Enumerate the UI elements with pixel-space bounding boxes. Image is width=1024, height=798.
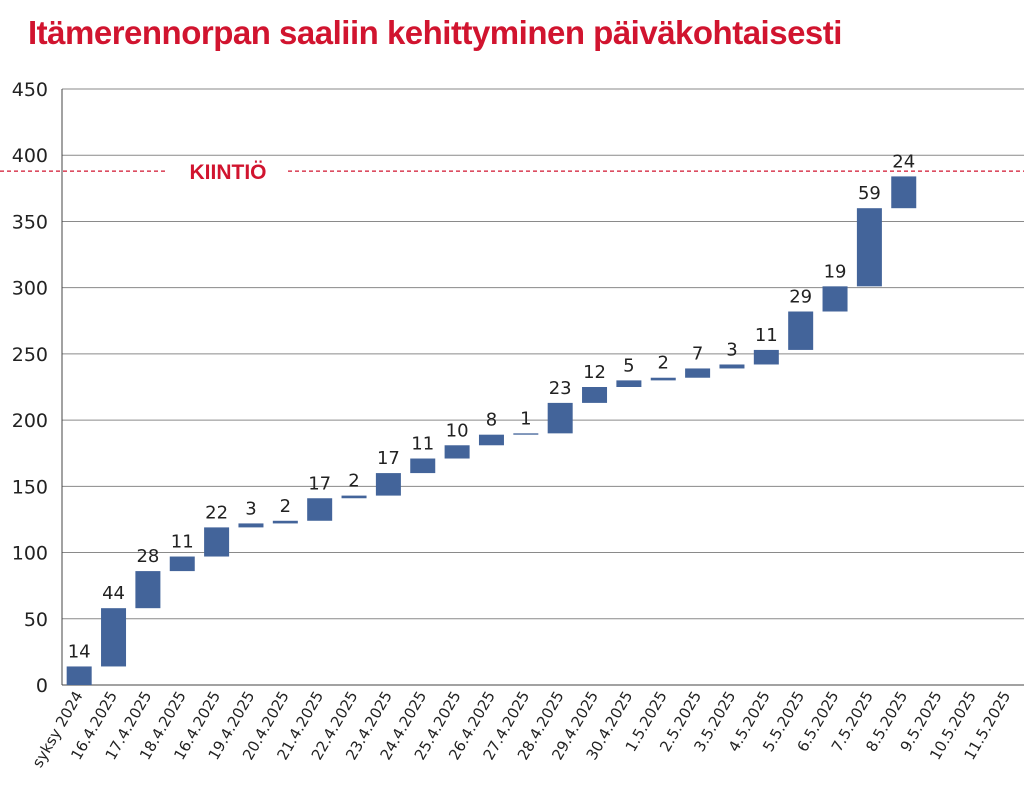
waterfall-bar <box>616 380 642 387</box>
y-tick-label: 350 <box>12 211 48 233</box>
waterfall-bar <box>410 458 436 474</box>
waterfall-bar <box>307 498 333 521</box>
waterfall-bar <box>341 495 367 499</box>
waterfall-bar <box>547 402 573 434</box>
data-label: 24 <box>892 151 915 172</box>
data-label: 44 <box>102 583 125 604</box>
y-tick-label: 200 <box>12 410 48 432</box>
axes: 0 50 100 150 200 250 300 350 400 450 <box>12 79 1024 697</box>
quota-line-group: KIINTIÖ <box>0 161 1024 184</box>
data-label: 22 <box>205 502 228 523</box>
waterfall-bar <box>856 208 882 287</box>
data-label: 14 <box>68 641 91 662</box>
data-label: 3 <box>726 339 737 360</box>
quota-label: KIINTIÖ <box>190 161 267 184</box>
y-tick-label: 0 <box>36 675 48 697</box>
y-tick-label: 100 <box>12 543 48 565</box>
data-label: 2 <box>348 471 359 492</box>
data-label: 7 <box>692 343 703 364</box>
data-label: 23 <box>549 378 572 399</box>
waterfall-bar <box>204 527 230 557</box>
data-label: 17 <box>377 448 400 469</box>
data-label: 10 <box>446 420 469 441</box>
data-label: 8 <box>486 410 497 431</box>
chart-title: Itämerennorpan saaliin kehittyminen päiv… <box>28 14 842 51</box>
data-label: 59 <box>858 183 881 204</box>
y-tick-label: 300 <box>12 278 48 300</box>
waterfall-bar <box>719 364 745 369</box>
data-label: 11 <box>171 532 194 553</box>
y-tick-label: 150 <box>12 476 48 498</box>
data-label: 28 <box>136 546 159 567</box>
waterfall-bar <box>169 556 195 572</box>
x-tick-labels: syksy 202416.4.202517.4.202518.4.202516.… <box>29 688 1015 771</box>
waterfall-bar <box>375 473 401 496</box>
y-tick-label: 400 <box>12 145 48 167</box>
bars <box>66 176 917 685</box>
data-label: 5 <box>623 355 634 376</box>
waterfall-bar <box>238 523 264 528</box>
waterfall-bar <box>650 377 676 381</box>
data-label: 29 <box>789 287 812 308</box>
y-tick-label: 250 <box>12 344 48 366</box>
data-label: 3 <box>245 498 256 519</box>
waterfall-bar <box>822 286 848 312</box>
data-label: 17 <box>308 473 331 494</box>
waterfall-bar <box>66 666 92 685</box>
waterfall-bar <box>753 349 779 365</box>
waterfall-bar <box>788 311 814 350</box>
y-tick-label: 50 <box>24 609 48 631</box>
data-label: 11 <box>755 325 778 346</box>
data-label: 2 <box>658 353 669 374</box>
waterfall-bar <box>444 445 470 459</box>
data-label: 12 <box>583 362 606 383</box>
waterfall-bar <box>272 520 298 524</box>
data-label: 2 <box>280 496 291 517</box>
waterfall-bar <box>685 368 711 378</box>
data-label: 11 <box>411 434 434 455</box>
waterfall-bar <box>513 433 539 435</box>
data-label: 1 <box>520 408 531 429</box>
waterfall-bar <box>582 387 608 403</box>
waterfall-bar <box>891 176 917 209</box>
y-tick-label: 450 <box>12 79 48 101</box>
waterfall-bar <box>101 608 127 667</box>
data-label: 19 <box>824 261 847 282</box>
waterfall-bar <box>135 571 161 609</box>
waterfall-bar <box>478 434 504 446</box>
